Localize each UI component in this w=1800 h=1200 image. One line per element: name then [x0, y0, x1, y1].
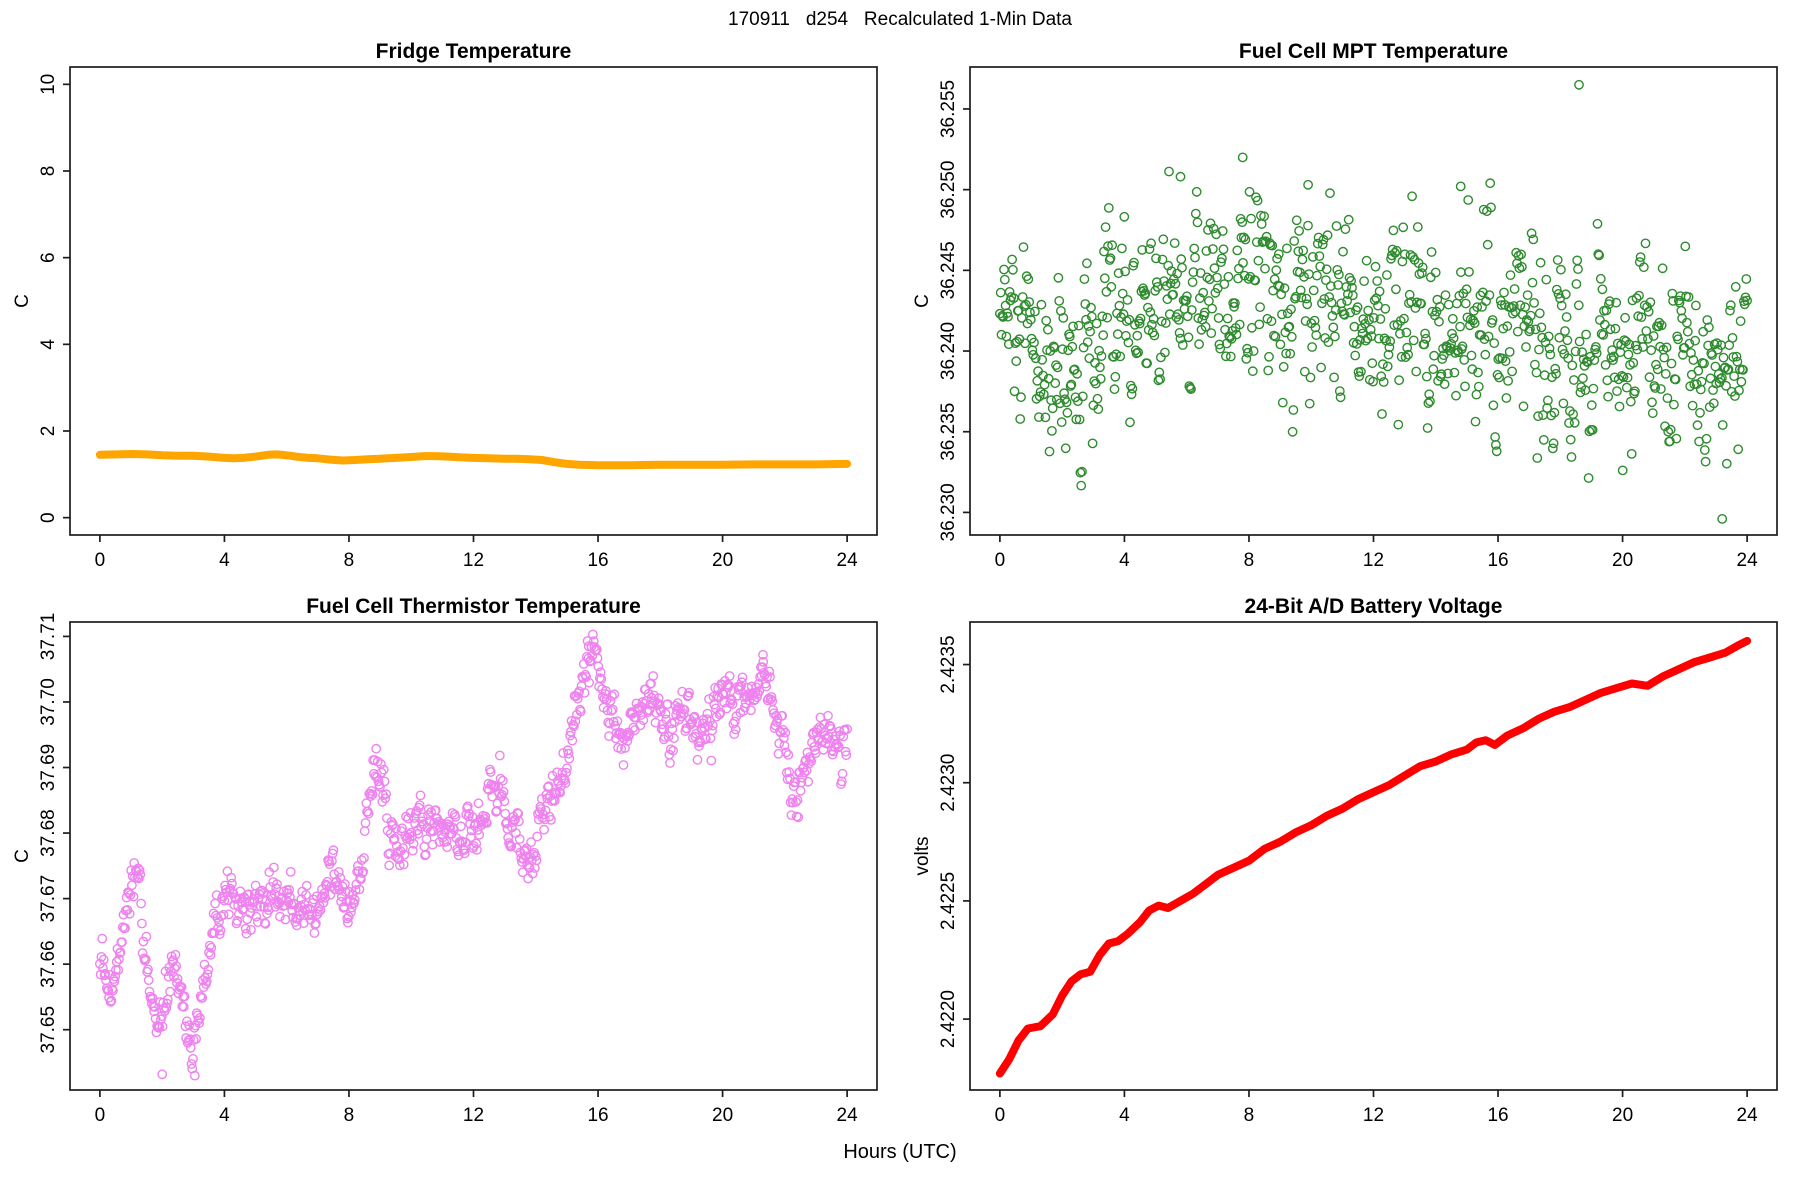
svg-text:36.230: 36.230	[938, 483, 959, 541]
svg-text:37.68: 37.68	[38, 809, 59, 857]
svg-text:6: 6	[38, 252, 59, 263]
svg-text:16: 16	[587, 550, 608, 571]
svg-text:20: 20	[712, 1105, 733, 1126]
svg-text:4: 4	[38, 339, 59, 350]
svg-text:24-Bit A/D Battery Voltage: 24-Bit A/D Battery Voltage	[1245, 595, 1503, 618]
svg-text:4: 4	[1119, 550, 1130, 571]
svg-text:36.240: 36.240	[938, 322, 959, 380]
svg-text:16: 16	[587, 1105, 608, 1126]
svg-text:4: 4	[1119, 1105, 1130, 1126]
svg-text:2.4220: 2.4220	[938, 990, 959, 1048]
svg-text:16: 16	[1487, 550, 1508, 571]
svg-text:20: 20	[1612, 550, 1633, 571]
svg-text:37.70: 37.70	[38, 678, 59, 726]
svg-text:37.66: 37.66	[38, 940, 59, 988]
svg-text:12: 12	[463, 550, 484, 571]
svg-text:0: 0	[95, 1105, 106, 1126]
svg-text:16: 16	[1487, 1105, 1508, 1126]
svg-text:36.255: 36.255	[938, 80, 959, 138]
svg-text:36.245: 36.245	[938, 241, 959, 299]
svg-text:12: 12	[1363, 1105, 1384, 1126]
svg-text:0: 0	[38, 512, 59, 523]
svg-text:24: 24	[837, 550, 859, 571]
svg-text:24: 24	[1737, 1105, 1759, 1126]
svg-text:24: 24	[1737, 550, 1759, 571]
svg-text:C: C	[12, 849, 33, 863]
svg-text:8: 8	[38, 166, 59, 177]
svg-text:C: C	[912, 294, 933, 308]
svg-text:8: 8	[1244, 550, 1255, 571]
svg-text:0: 0	[995, 1105, 1006, 1126]
svg-text:37.71: 37.71	[38, 613, 59, 661]
svg-text:2.4230: 2.4230	[938, 754, 959, 812]
svg-text:volts: volts	[912, 836, 933, 875]
svg-text:0: 0	[995, 550, 1006, 571]
svg-text:2.4235: 2.4235	[938, 635, 959, 693]
fuel-cell-thermistor-temperature-plot: 0 4 8 12 16 20 24 37.65 37.66 37.67 37.68 37.69 37.7…	[12, 595, 878, 1126]
svg-text:20: 20	[1612, 1105, 1633, 1126]
svg-text:C: C	[12, 294, 33, 308]
svg-text:Fuel Cell Thermistor Temperatu: Fuel Cell Thermistor Temperature	[306, 595, 641, 618]
svg-text:12: 12	[1363, 550, 1384, 571]
svg-text:8: 8	[1244, 1105, 1255, 1126]
svg-text:2: 2	[38, 426, 59, 437]
svg-text:4: 4	[219, 1105, 230, 1126]
svg-text:8: 8	[344, 1105, 355, 1126]
svg-text:10: 10	[38, 74, 59, 95]
x-axis-label: Hours (UTC)	[843, 1141, 957, 1163]
svg-text:37.69: 37.69	[38, 744, 59, 792]
svg-text:Fridge Temperature: Fridge Temperature	[376, 40, 572, 63]
svg-text:36.250: 36.250	[938, 161, 959, 219]
figure-title: 170911 d254 Recalculated 1-Min Data	[728, 9, 1072, 30]
battery-voltage-plot: 0 4 8 12 16 20 24 2.4220 2.4225 2.4230 2.4235 24-Bi…	[912, 595, 1778, 1126]
svg-text:12: 12	[463, 1105, 484, 1126]
svg-text:2.4225: 2.4225	[938, 872, 959, 930]
svg-text:37.67: 37.67	[38, 875, 59, 923]
svg-text:8: 8	[344, 550, 355, 571]
svg-text:20: 20	[712, 550, 733, 571]
fuel-cell-mpt-temperature-plot: 0 4 8 12 16 20 24 36.230 36.235 36.240 36.245 36.25…	[912, 40, 1778, 571]
svg-text:Fuel Cell MPT Temperature: Fuel Cell MPT Temperature	[1239, 40, 1508, 63]
svg-text:36.235: 36.235	[938, 403, 959, 461]
svg-text:24: 24	[837, 1105, 859, 1126]
svg-text:4: 4	[219, 550, 230, 571]
svg-text:0: 0	[95, 550, 106, 571]
svg-text:37.65: 37.65	[38, 1006, 59, 1054]
